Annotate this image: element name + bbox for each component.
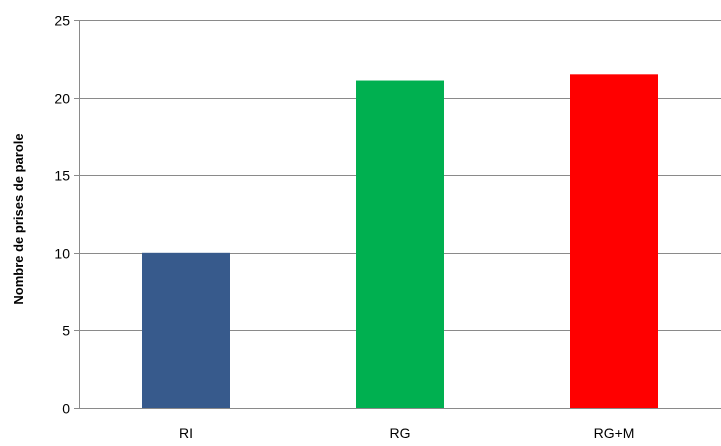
- y-tick-label: 5: [62, 323, 70, 339]
- bars: [142, 74, 658, 408]
- y-tick-labels: 0 5 10 15 20 25: [54, 13, 70, 417]
- axes: [74, 20, 721, 409]
- x-tick-label: RG+M: [594, 425, 635, 441]
- bar-ri: [142, 252, 230, 408]
- y-tick-label: 25: [54, 13, 70, 29]
- bar-rg-m: [570, 74, 658, 408]
- y-tick-label: 10: [54, 246, 70, 262]
- bar-rg: [356, 80, 444, 408]
- x-tick-labels: RI RG RG+M: [179, 425, 634, 441]
- x-tick-label: RG: [390, 425, 411, 441]
- y-axis-title: Nombre de prises de parole: [11, 133, 26, 304]
- y-tick-label: 0: [62, 401, 70, 417]
- y-tick-label: 15: [54, 168, 70, 184]
- y-tick-label: 20: [54, 91, 70, 107]
- x-tick-label: RI: [179, 425, 193, 441]
